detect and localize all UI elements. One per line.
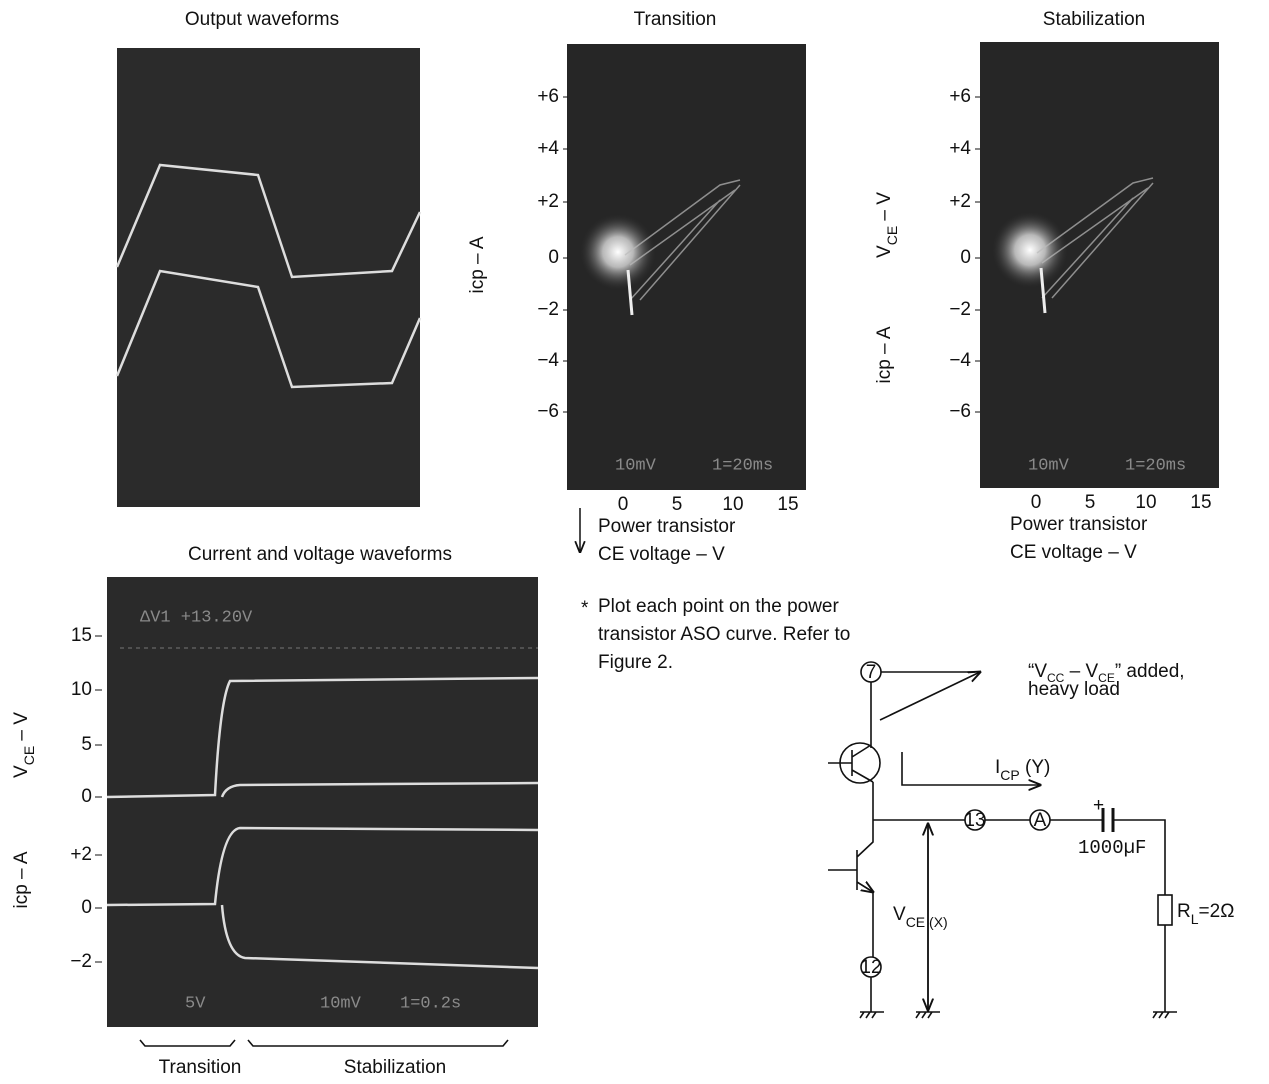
note-mark: * [581, 598, 589, 619]
phase-label: Transition [159, 1057, 242, 1078]
subscript: CE [1098, 671, 1115, 685]
trace [115, 269, 422, 389]
label-part: ” added, [1115, 661, 1185, 682]
y-tick-label: −6 [949, 401, 971, 422]
label-part: I [995, 757, 1000, 778]
phase-bracket [139, 1039, 509, 1047]
x-axis-label: CE voltage – V [1010, 542, 1137, 563]
pin-number: 12 [860, 957, 881, 978]
pin-number: 13 [964, 810, 985, 831]
y-tick-label: 15 [71, 625, 92, 646]
label-part: “V [1028, 661, 1047, 682]
load-label: RL=2Ω [1177, 901, 1234, 927]
y-tick-label: −4 [537, 350, 559, 371]
scope-readout: 10mV [320, 994, 362, 1013]
x-tick-label: 10 [722, 494, 743, 515]
y-axis-label: icp – A [874, 326, 895, 383]
y-tick-label: −2 [70, 951, 92, 972]
y-tick-label: −6 [537, 401, 559, 422]
ammeter-label: A [1034, 810, 1047, 831]
y-tick-label: 10 [71, 679, 92, 700]
annotation: “VCC – VCE” added, [1028, 661, 1185, 685]
subscript: CP [1000, 767, 1019, 783]
y-axis-label: icp – A [11, 851, 32, 908]
polarity-mark: + [1093, 795, 1104, 816]
y-axis-label: icp – A [467, 236, 488, 293]
capacitor-label: 1000µF [1078, 837, 1146, 859]
y-tick-label: +2 [949, 191, 971, 212]
y-tick-label: −4 [949, 350, 971, 371]
scope-photo [106, 577, 539, 1027]
label-part: V [11, 765, 32, 778]
y-axis-label: VCE – V [874, 192, 900, 258]
icp-label: ICP (Y) [995, 757, 1050, 783]
panel-title: Stabilization [1043, 9, 1145, 30]
pin-number: 7 [866, 662, 877, 683]
x-tick-label: 5 [1085, 492, 1096, 513]
scope-readout: 5V [185, 994, 206, 1013]
annotation: heavy load [1028, 679, 1120, 700]
y-tick-label: 0 [548, 247, 559, 268]
subscript: CC [1047, 671, 1065, 685]
scope-readout: 10mV [615, 456, 657, 475]
label-part: =2Ω [1199, 901, 1235, 922]
panel-title: Current and voltage waveforms [188, 544, 452, 565]
note-text: Figure 2. [598, 652, 673, 673]
x-tick-label: 15 [777, 494, 798, 515]
y-tick-label: +6 [949, 86, 971, 107]
label-part: V [893, 904, 906, 925]
y-axis-label: VCE – V [11, 712, 37, 778]
y-tick-label: +2 [70, 844, 92, 865]
y-tick-label: +4 [949, 138, 971, 159]
y-tick-label: 0 [81, 897, 92, 918]
x-axis-label: CE voltage – V [598, 544, 725, 565]
label-part: – V [874, 192, 895, 226]
trace [115, 163, 422, 279]
subscript: CE [21, 746, 37, 765]
label-part: – V [1064, 661, 1098, 682]
x-tick-label: 5 [672, 494, 683, 515]
subscript: CE (X) [906, 914, 948, 930]
scope-readout: 1=0.2s [400, 994, 461, 1013]
y-tick-label: +4 [537, 138, 559, 159]
note-text: transistor ASO curve. Refer to [598, 624, 850, 645]
x-axis-label: Power transistor [598, 516, 736, 537]
scope-readout: 1=20ms [1125, 456, 1186, 475]
panel-title: Output waveforms [185, 9, 339, 30]
scope-readout: ΔV1 +13.20V [140, 608, 253, 627]
panel-title: Transition [634, 9, 717, 30]
x-tick-label: 0 [618, 494, 629, 515]
label-part: (Y) [1020, 757, 1051, 778]
scope-readout: 1=20ms [712, 456, 773, 475]
y-tick-label: 5 [81, 734, 92, 755]
label-part: – V [11, 712, 32, 746]
x-tick-label: 15 [1190, 492, 1211, 513]
y-tick-label: −2 [949, 299, 971, 320]
scope-photo [567, 44, 806, 490]
subscript: CE [884, 226, 900, 245]
y-tick-label: +2 [537, 191, 559, 212]
vce-label: VCE (X) [893, 904, 948, 930]
x-tick-label: 0 [1031, 492, 1042, 513]
label-part: V [874, 245, 895, 258]
scope-readout: 10mV [1028, 456, 1070, 475]
label-part: R [1177, 901, 1191, 922]
phase-label: Stabilization [344, 1057, 446, 1078]
subscript: L [1191, 911, 1199, 927]
note-text: Plot each point on the power [598, 596, 840, 617]
scope-photo [117, 48, 420, 507]
scope-photo [980, 42, 1219, 488]
y-tick-label: 0 [81, 786, 92, 807]
x-axis-label: Power transistor [1010, 514, 1148, 535]
y-tick-label: +6 [537, 86, 559, 107]
x-tick-label: 10 [1135, 492, 1156, 513]
y-tick-label: 0 [960, 247, 971, 268]
y-tick-label: −2 [537, 299, 559, 320]
circuit [828, 661, 1177, 1019]
